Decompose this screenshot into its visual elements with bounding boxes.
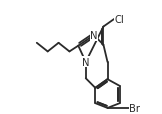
Text: Cl: Cl [114, 15, 124, 25]
Text: N: N [82, 57, 90, 67]
Text: Br: Br [129, 103, 140, 113]
Text: N: N [90, 31, 98, 41]
